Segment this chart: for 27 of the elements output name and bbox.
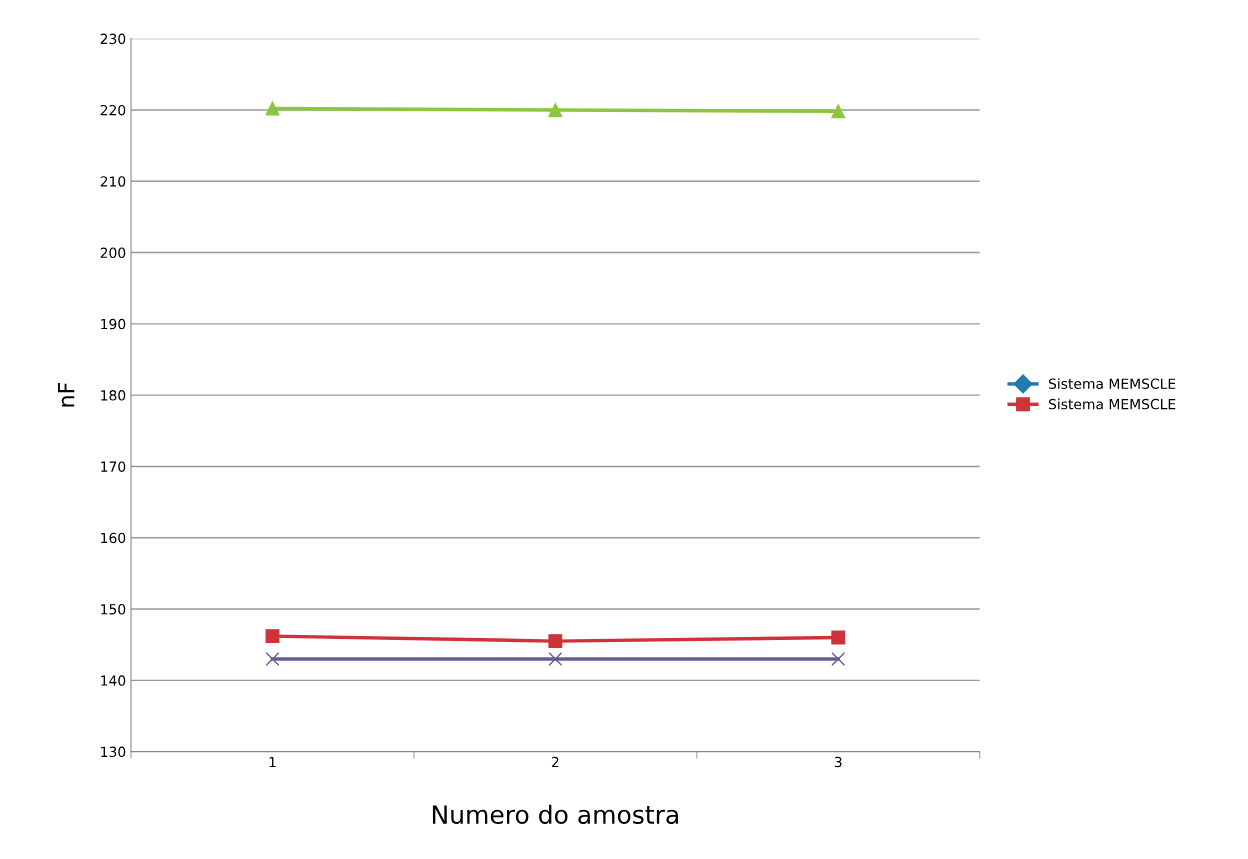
y-tick-label: 220 bbox=[100, 104, 126, 116]
x-tick-label: 2 bbox=[551, 756, 559, 768]
y-tick-label: 140 bbox=[101, 675, 126, 686]
y-tick-label: 190 bbox=[101, 318, 126, 330]
point bbox=[265, 629, 280, 644]
x-axis-title: Numero do amostra bbox=[432, 804, 678, 824]
point bbox=[831, 651, 846, 666]
y-tick-label: 150 bbox=[101, 604, 126, 615]
point bbox=[548, 634, 563, 649]
y-axis-title: nF bbox=[58, 383, 75, 407]
y-tick-label: 230 bbox=[100, 33, 126, 45]
y-tick-label: 210 bbox=[100, 176, 126, 187]
y-tick-label: 160 bbox=[101, 532, 126, 544]
legend-label: Sistema MEMSCLE bbox=[1048, 378, 1176, 389]
y-tick-label: 200 bbox=[100, 247, 126, 259]
point bbox=[265, 651, 280, 666]
point bbox=[265, 101, 280, 116]
x-tick-label: 3 bbox=[834, 756, 842, 768]
x-tick-label: 1 bbox=[269, 756, 276, 768]
y-tick-label: 180 bbox=[101, 390, 126, 401]
legend-label: Sistema MEMSCLE bbox=[1048, 398, 1176, 410]
point bbox=[548, 651, 563, 666]
point bbox=[831, 630, 846, 645]
y-tick-label: 170 bbox=[101, 461, 126, 472]
point bbox=[831, 104, 846, 119]
y-tick-label: 130 bbox=[101, 746, 126, 758]
point bbox=[548, 103, 563, 117]
